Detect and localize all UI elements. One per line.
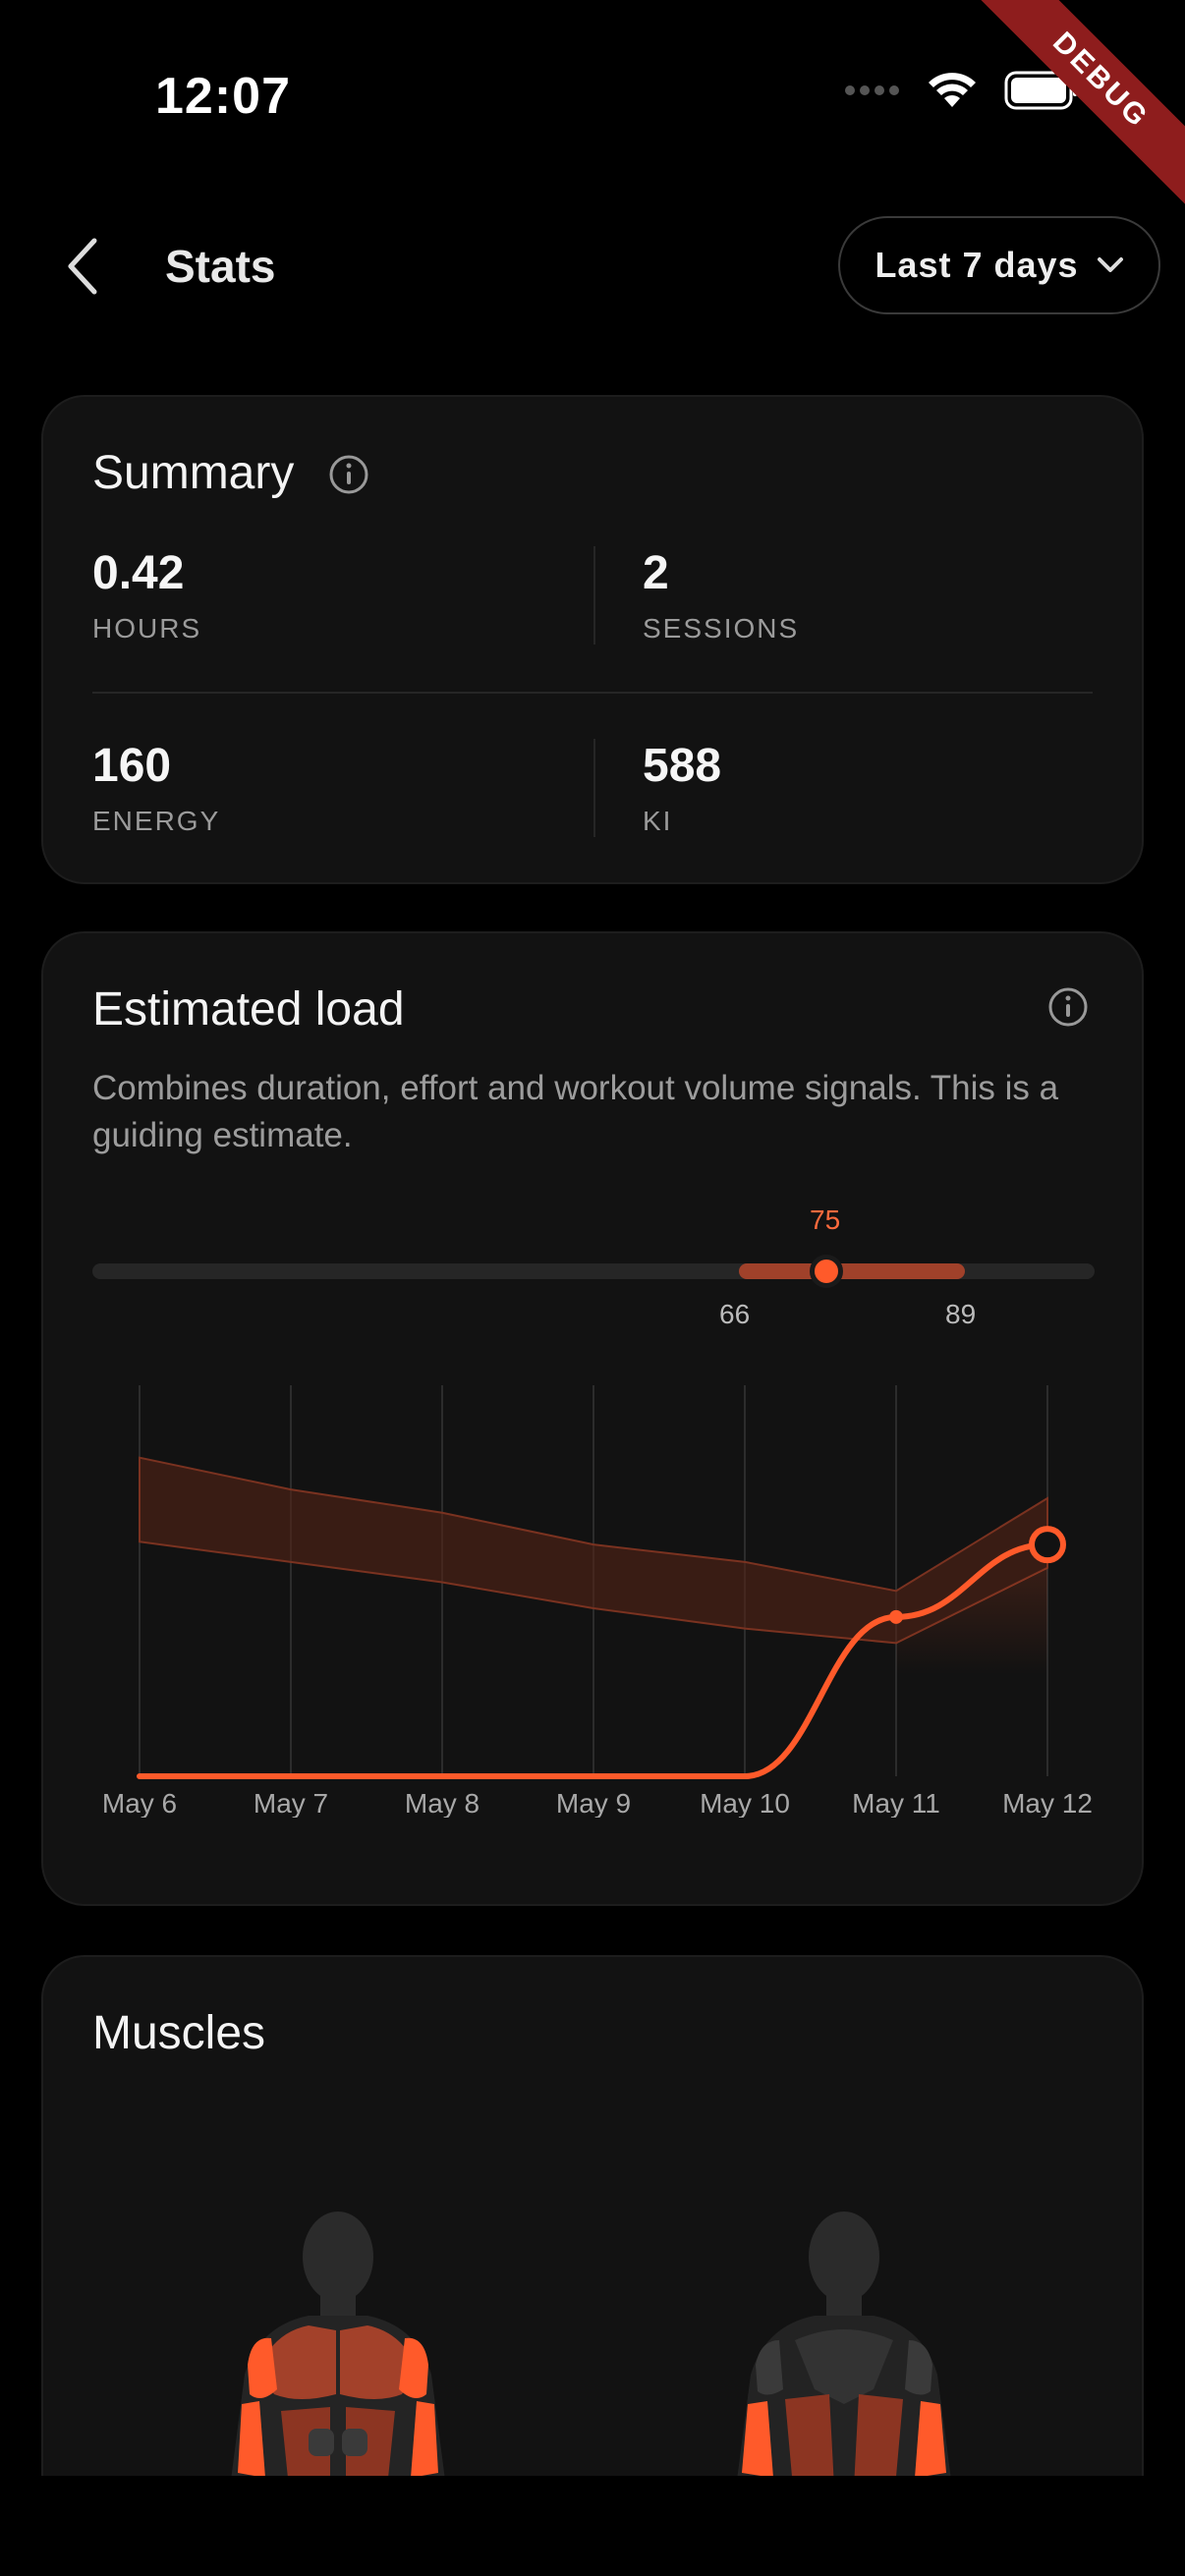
chart-band	[139, 1456, 1048, 1645]
page-title: Stats	[165, 241, 276, 292]
stat-hours-label: HOURS	[92, 613, 202, 644]
signal-dots-icon	[845, 85, 899, 95]
x-tick-label: May 8	[405, 1788, 480, 1818]
info-icon[interactable]	[328, 454, 369, 495]
date-range-select[interactable]: Last 7 days	[838, 216, 1160, 314]
data-point	[889, 1609, 903, 1624]
range-high-label: 89	[945, 1299, 977, 1329]
x-tick-label: May 10	[700, 1788, 790, 1818]
x-tick-label: May 12	[1002, 1788, 1093, 1818]
date-range-label: Last 7 days	[875, 245, 1079, 285]
x-tick-label: May 6	[102, 1788, 177, 1818]
stat-energy-label: ENERGY	[92, 806, 221, 836]
latest-point	[1029, 1526, 1066, 1564]
body-front-figure	[230, 2212, 446, 2488]
stat-divider	[593, 739, 595, 837]
stat-divider	[92, 692, 1093, 694]
chevron-down-icon	[1097, 257, 1123, 272]
chevron-left-icon	[68, 238, 97, 295]
x-tick-label: May 11	[852, 1788, 940, 1818]
x-tick-label: May 9	[556, 1788, 631, 1818]
stat-energy-value: 160	[92, 740, 172, 792]
load-range-knob	[810, 1255, 843, 1288]
info-icon[interactable]	[1047, 986, 1089, 1028]
load-range-fill	[739, 1263, 965, 1279]
x-tick-label: May 7	[254, 1788, 328, 1818]
load-title: Estimated load	[92, 983, 405, 1036]
load-series-line	[137, 1541, 1050, 1779]
range-value: 75	[810, 1204, 841, 1235]
load-description: Combines duration, effort and workout vo…	[92, 1069, 1059, 1154]
summary-title: Summary	[92, 447, 295, 499]
bottom-safe-area	[0, 2476, 1185, 2576]
load-chart: May 6 May 7 May 8 May 9 May 10 May 11 May 12	[102, 1385, 1093, 1818]
stat-sessions-value: 2	[643, 547, 669, 599]
debug-label: DEBUG	[977, 0, 1185, 204]
muscles-title: Muscles	[92, 2007, 266, 2059]
stat-sessions-label: SESSIONS	[643, 613, 800, 644]
muscles-card: Muscles	[41, 1955, 1144, 2576]
estimated-load-card: Estimated load Combines duration, effort…	[41, 931, 1144, 1906]
stat-ki-value: 588	[643, 740, 722, 792]
stat-divider	[593, 546, 595, 644]
range-low-label: 66	[719, 1299, 751, 1329]
wifi-icon	[929, 73, 976, 107]
stat-ki-label: KI	[643, 806, 673, 836]
body-back-figure	[736, 2212, 952, 2488]
chart-band-glow	[896, 1567, 1047, 1675]
status-time: 12:07	[155, 68, 291, 125]
back-button[interactable]	[55, 232, 110, 301]
stat-hours-value: 0.42	[92, 547, 185, 599]
summary-card: Summary 0.42 HOURS 2 SESSIONS 160 ENERGY…	[41, 395, 1144, 884]
debug-ribbon: DEBUG	[949, 0, 1185, 236]
